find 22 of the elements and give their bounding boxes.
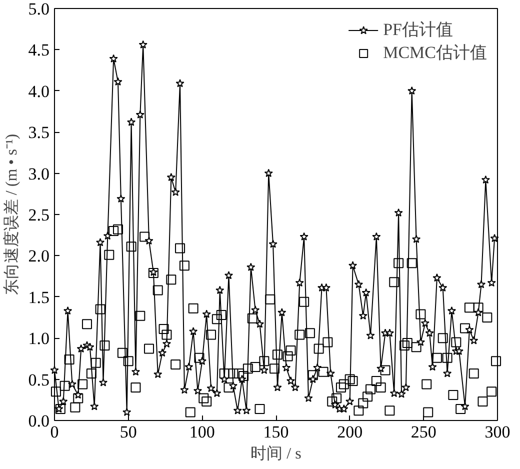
x-tick-label: 100 (189, 422, 215, 442)
x-tick-label: 200 (337, 422, 363, 442)
y-tick-label: 0.0 (28, 412, 50, 430)
y-tick-label: 3.0 (28, 164, 50, 184)
y-tick-label: 1.5 (28, 288, 50, 307)
y-tick-label: 4.0 (28, 82, 50, 101)
y-tick-label: 2.0 (28, 246, 50, 266)
x-tick-label: 300 (484, 422, 510, 442)
legend-label: PF估计值 (383, 19, 453, 41)
x-tick-label: 250 (410, 422, 436, 442)
x-axis-title: 时间 / s (250, 444, 302, 462)
y-axis-title: 东向速度误差 / (m • s⁻¹) (2, 134, 20, 296)
y-tick-label: 4.5 (28, 40, 50, 60)
x-tick-label: 150 (263, 422, 289, 442)
legend-label: MCMC估计值 (383, 42, 487, 64)
y-tick-label: 1.0 (28, 329, 50, 348)
y-tick-label: 0.5 (28, 370, 50, 390)
x-tick-label: 50 (120, 422, 137, 442)
y-tick-label: 3.5 (28, 123, 50, 142)
y-tick-label: 5.0 (28, 0, 50, 18)
x-tick-label: 0 (50, 422, 59, 442)
y-tick-label: 2.5 (28, 206, 50, 224)
